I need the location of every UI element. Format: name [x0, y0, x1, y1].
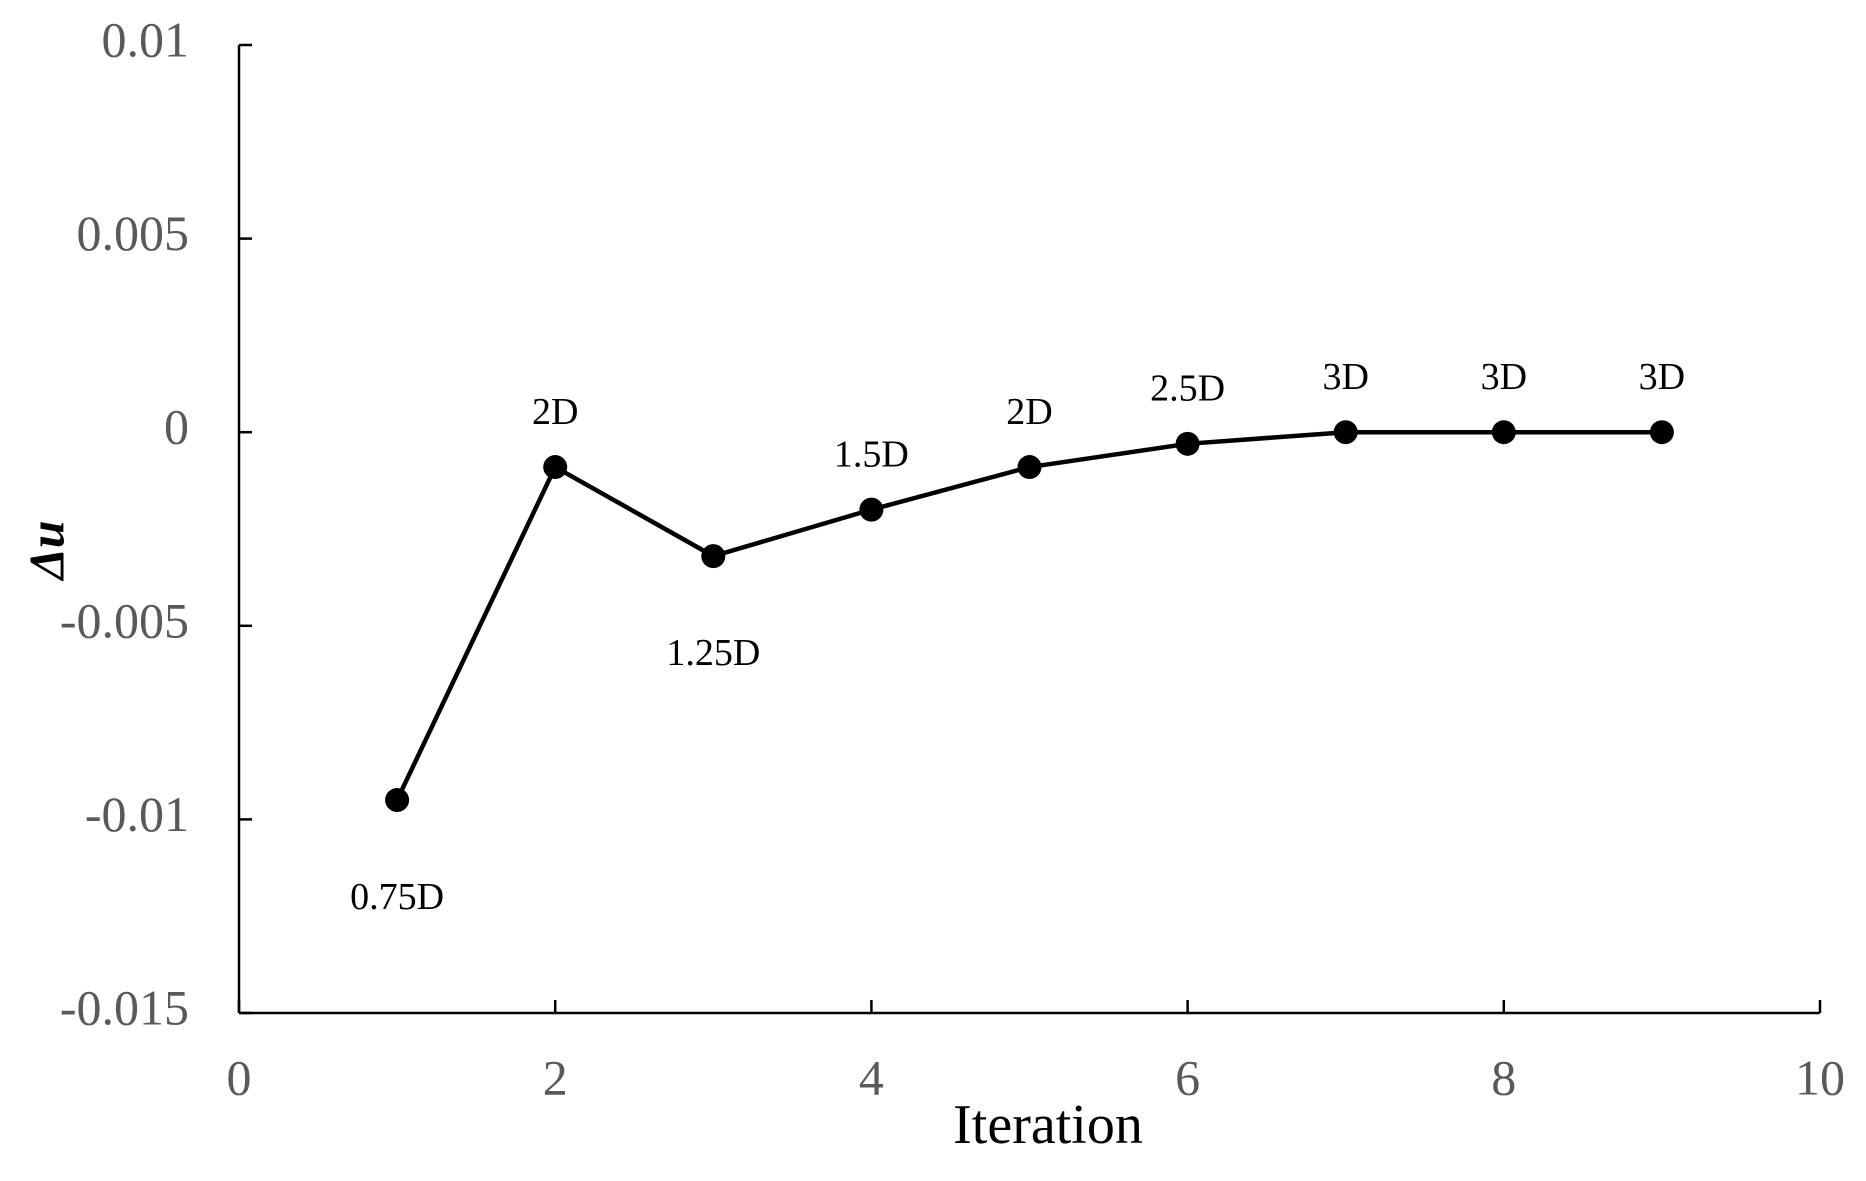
point-label: 3D	[1639, 356, 1685, 398]
data-point	[701, 544, 726, 569]
data-point	[385, 788, 410, 813]
point-label: 1.25D	[666, 632, 760, 674]
point-label: 3D	[1481, 356, 1527, 398]
point-label: 3D	[1322, 356, 1368, 398]
x-tick-label: 8	[1491, 1049, 1516, 1105]
point-label: 2D	[532, 391, 578, 433]
data-point	[1649, 420, 1674, 445]
y-tick-label: 0	[164, 399, 189, 455]
y-tick-label: 0.005	[77, 205, 190, 261]
x-tick-label: 10	[1795, 1049, 1845, 1105]
data-point	[1333, 420, 1358, 445]
point-label: 0.75D	[350, 876, 444, 918]
y-tick-label: -0.005	[60, 592, 189, 648]
data-point	[1491, 420, 1516, 445]
data-point	[543, 455, 568, 480]
y-tick-label: -0.015	[60, 979, 189, 1035]
x-tick-label: 6	[1175, 1049, 1200, 1105]
data-point	[1017, 455, 1042, 480]
y-tick-label: 0.01	[102, 11, 190, 67]
point-label: 1.5D	[834, 433, 909, 475]
point-label: 2.5D	[1150, 368, 1225, 410]
data-point	[859, 497, 884, 522]
x-tick-label: 4	[859, 1049, 884, 1105]
y-tick-label: -0.01	[85, 786, 189, 842]
x-axis-title: Iteration	[953, 1094, 1143, 1156]
point-label: 2D	[1006, 391, 1052, 433]
series-line	[395, 429, 1662, 802]
x-tick-label: 0	[227, 1049, 252, 1105]
x-tick-label: 2	[543, 1049, 568, 1105]
data-point	[1175, 431, 1200, 456]
y-axis-title: Δu	[18, 520, 74, 581]
